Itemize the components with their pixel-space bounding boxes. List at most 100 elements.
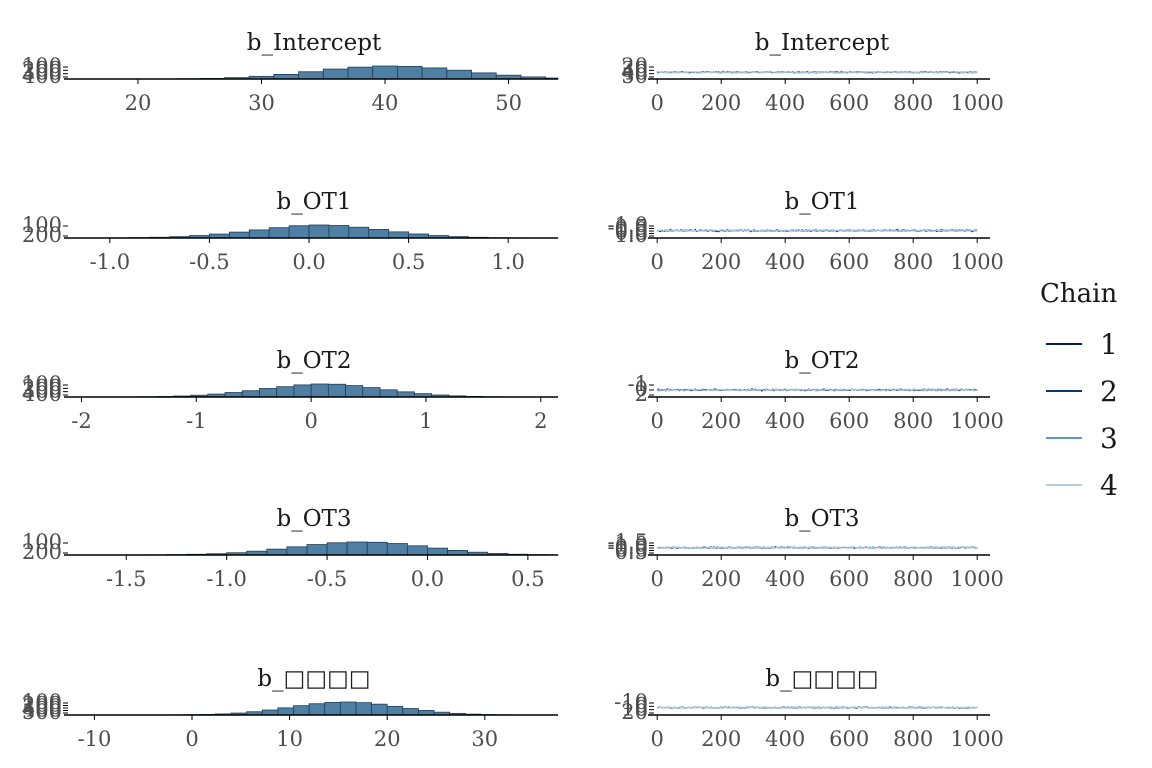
trace-line-chain-4: [657, 388, 978, 392]
y-tick-label: 2: [635, 382, 648, 406]
legend-label-chain-4: 4: [1100, 469, 1118, 502]
x-tick-label: 10: [276, 727, 303, 751]
y-tick-label: 0.5: [615, 540, 648, 564]
histogram-bar: [372, 65, 398, 80]
y-tick-label: 0.0: [615, 218, 648, 242]
x-tick-label: -1.5: [106, 567, 147, 591]
x-tick-label: 800: [893, 727, 933, 751]
panel-title: b_OT3: [784, 506, 859, 532]
legend-label-chain-1: 1: [1100, 328, 1118, 361]
histogram-bar: [386, 543, 408, 556]
histogram-bar: [446, 69, 472, 80]
x-tick-label: 0: [651, 727, 664, 751]
trace-line-chain-4: [657, 70, 978, 75]
y-tick-label: 1.0: [615, 223, 648, 247]
x-tick-label: 200: [701, 409, 741, 433]
histogram-bar: [386, 705, 404, 716]
y-tick-label: 0: [635, 693, 648, 717]
x-tick-label: 600: [829, 250, 869, 274]
panel-trace-3: b_OT2 20-10 200 400 600 800 1000: [628, 348, 1004, 433]
legend-entries: 1 2 3 4: [1046, 328, 1118, 502]
x-tick-label: -1.0: [90, 250, 131, 274]
x-tick-label: 30: [248, 91, 275, 115]
panel-title: b_OT1: [784, 189, 859, 215]
x-tick-label: -1: [186, 409, 206, 433]
panel-trace-2: b_OT1 1.00.50.0-0.5-1.00 200 400 600 800 1000: [608, 189, 1004, 274]
histogram-bar: [277, 707, 294, 716]
x-tick-label: 1: [419, 409, 432, 433]
x-tick-label: 40: [372, 91, 399, 115]
y-tick-label: 100: [22, 54, 62, 78]
y-tick-label: 0: [635, 377, 648, 401]
legend-label-chain-2: 2: [1100, 375, 1118, 408]
y-tick-label: 100: [22, 690, 62, 714]
y-tick-label: 200: [22, 57, 62, 81]
histogram-bar: [345, 385, 364, 398]
y-tick-label: 200: [22, 223, 62, 247]
histogram-bar: [366, 541, 388, 556]
x-tick-label: 0: [651, 91, 664, 115]
x-tick-label: 600: [829, 91, 869, 115]
histogram-bar: [322, 68, 349, 80]
x-tick-label: 600: [829, 727, 869, 751]
x-tick-label: 200: [701, 567, 741, 591]
x-tick-label: 1.0: [492, 250, 525, 274]
trace-line-chain-4: [657, 228, 978, 233]
y-tick-label: 500: [22, 700, 62, 724]
histogram-bar: [310, 383, 329, 398]
histogram-bar: [379, 389, 398, 398]
x-tick-label: 0.5: [392, 250, 425, 274]
panel-title: b_□□□□: [765, 666, 878, 692]
x-tick-label: 0: [651, 250, 664, 274]
x-tick-label: 2: [534, 409, 547, 433]
x-tick-label: 800: [893, 91, 933, 115]
histogram-bar: [346, 541, 368, 556]
x-tick-label: 400: [765, 727, 805, 751]
x-tick-label: 0: [651, 409, 664, 433]
y-tick-label: 400: [22, 382, 62, 406]
histogram-bar: [248, 229, 270, 239]
y-tick-label: 0.5: [615, 221, 648, 245]
y-tick-label: 300: [22, 61, 62, 85]
y-tick-label: 20: [621, 700, 648, 724]
y-tick-label: 100: [22, 213, 62, 237]
x-tick-label: 200: [701, 250, 741, 274]
x-tick-label: 400: [765, 409, 805, 433]
x-tick-label: 1000: [950, 567, 1003, 591]
histogram-bar: [308, 224, 330, 239]
histogram-bar: [326, 542, 348, 556]
x-tick-label: 200: [701, 91, 741, 115]
y-tick-label: 300: [22, 379, 62, 403]
histogram-bar: [276, 386, 295, 398]
x-tick-label: 0: [304, 409, 317, 433]
y-tick-label: 0.0: [615, 538, 648, 562]
x-tick-label: 800: [893, 250, 933, 274]
panel-title: b_Intercept: [247, 30, 382, 56]
panel-title: b_OT1: [276, 189, 351, 215]
x-tick-label: 50: [495, 91, 522, 115]
x-tick-label: 200: [701, 727, 741, 751]
histogram-bar: [347, 66, 374, 80]
histogram-bar: [471, 72, 497, 80]
x-tick-label: 0: [651, 567, 664, 591]
y-tick-label: 200: [22, 693, 62, 717]
histogram-bar: [328, 225, 350, 239]
y-tick-label: -0.5: [608, 535, 649, 559]
x-tick-label: 1000: [950, 250, 1003, 274]
y-tick-label: 400: [22, 698, 62, 722]
histogram-bar: [228, 231, 250, 239]
x-tick-label: 0.5: [511, 567, 544, 591]
x-tick-label: 20: [374, 727, 401, 751]
histogram-bar: [298, 71, 324, 80]
x-tick-label: 400: [765, 91, 805, 115]
x-tick-label: 600: [829, 567, 869, 591]
y-tick-label: 40: [621, 61, 648, 85]
legend-label-chain-3: 3: [1100, 422, 1118, 455]
